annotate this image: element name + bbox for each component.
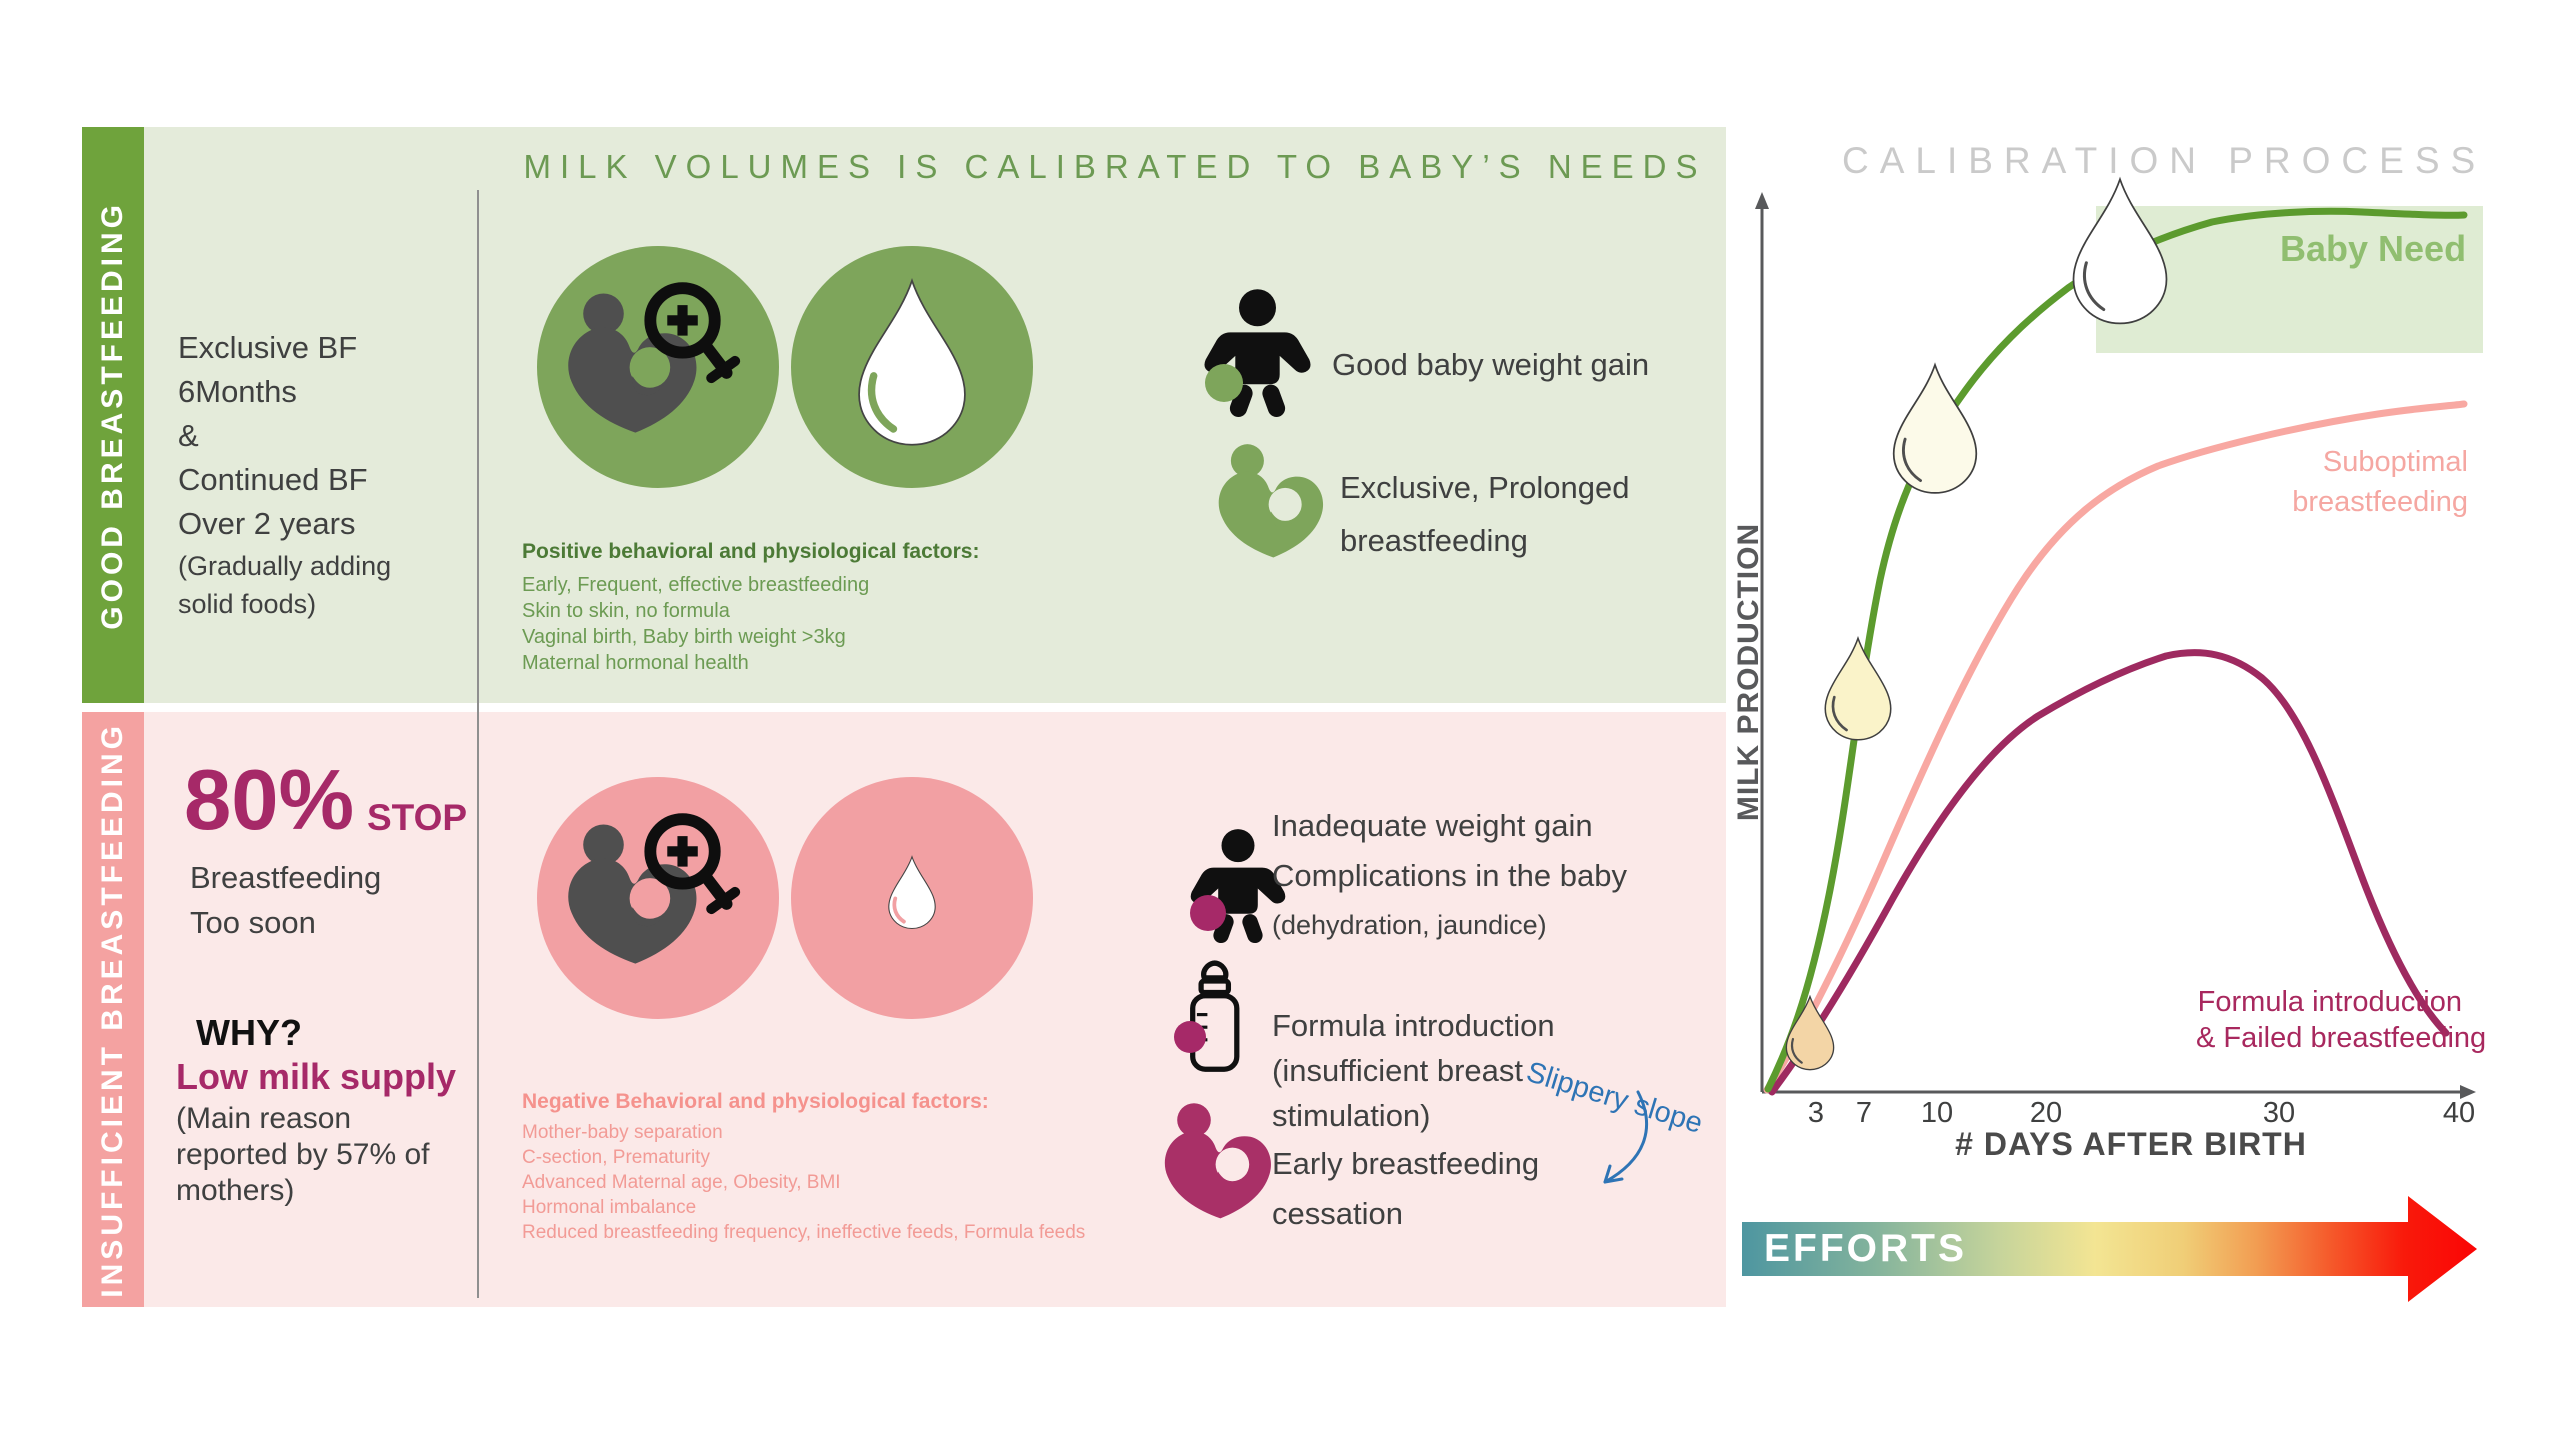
positive-factor: Skin to skin, no formula <box>522 600 730 622</box>
calibration-chart <box>1755 178 2483 1099</box>
bad-milk-drop-circle <box>791 777 1033 1019</box>
x-axis-arrowhead <box>2460 1085 2476 1099</box>
negative-factor: Advanced Maternal age, Obesity, BMI <box>522 1172 841 1193</box>
main-title: MILK VOLUMES IS CALIBRATED TO BABY’S NEE… <box>523 148 1707 185</box>
positive-factor: Maternal hormonal health <box>522 652 749 674</box>
bad-outcome-baby-line: Inadequate weight gain <box>1272 808 1593 843</box>
negative-factor: Hormonal imbalance <box>522 1197 697 1218</box>
stop-percentage: 80% <box>184 753 355 848</box>
formula-failed-label-line: & Failed breastfeeding <box>2196 1022 2487 1054</box>
efforts-arrow <box>1742 1196 2477 1302</box>
bad-outcome-baby-note: (dehydration, jaundice) <box>1272 910 1547 940</box>
milk-drop-day5 <box>1824 637 1892 741</box>
good-milk-drop-circle <box>791 246 1033 488</box>
x-tick-30: 30 <box>2262 1097 2296 1129</box>
x-tick-7: 7 <box>1855 1097 1873 1129</box>
milk-drop-day13 <box>2072 178 2168 325</box>
positive-factor: Early, Frequent, effective breastfeeding <box>522 574 870 596</box>
negative-factor: Mother-baby separation <box>522 1122 723 1143</box>
stat-desc-line: Breastfeeding <box>190 860 382 895</box>
bad-mother-circle <box>537 777 779 1019</box>
stop-word: STOP <box>367 797 468 838</box>
positive-factor: Vaginal birth, Baby birth weight >3kg <box>522 626 846 648</box>
breastfeeding-icon-green <box>1218 444 1324 558</box>
baby-icon-bad <box>1190 829 1286 946</box>
slippery-slope-arrow <box>1603 1090 1648 1184</box>
x-tick-40: 40 <box>2442 1097 2476 1129</box>
cause-note-line: (Main reason <box>176 1102 352 1135</box>
y-axis-arrowhead <box>1755 192 1769 209</box>
cause-note-line: mothers) <box>176 1174 295 1207</box>
good-mother-circle <box>537 246 779 488</box>
bad-outcome-formula-line: (insufficient breast <box>1272 1053 1523 1088</box>
good-duration-note: (Gradually adding <box>178 551 392 581</box>
cause-note-line: reported by 57% of <box>176 1138 430 1171</box>
good-outcome-weight: Good baby weight gain <box>1332 347 1650 382</box>
bad-outcome-formula-line: stimulation) <box>1272 1098 1431 1133</box>
sidebar-insufficient-breastfeeding: INSUFFICIENT BREASTFEEDING <box>82 712 144 1307</box>
good-duration-line: Continued BF <box>178 462 368 497</box>
negative-factor: Reduced breastfeeding frequency, ineffec… <box>522 1222 1086 1243</box>
x-tick-20: 20 <box>2029 1097 2063 1129</box>
baby-need-label: Baby Need <box>2280 228 2467 269</box>
formula-failed-label-line: Formula introduction <box>2197 986 2462 1018</box>
bottle-icon <box>1174 960 1240 1072</box>
good-duration-line: Over 2 years <box>178 506 356 541</box>
good-outcome-bf-line: breastfeeding <box>1340 523 1528 558</box>
stat-desc-line: Too soon <box>190 905 316 940</box>
why-heading: WHY? <box>196 1012 302 1053</box>
y-axis-label: MILK PRODUCTION <box>1732 522 1765 822</box>
sidebar-good-breastfeeding: GOOD BREASTFEEDING <box>82 127 144 703</box>
x-tick-10: 10 <box>1920 1097 1954 1129</box>
good-duration-line: 6Months <box>178 374 297 409</box>
good-duration-note: solid foods) <box>178 589 317 619</box>
good-outcome-bf-line: Exclusive, Prolonged <box>1340 470 1630 505</box>
baby-icon-good <box>1204 289 1311 420</box>
good-breastfeeding-curve <box>1764 207 2468 1093</box>
formula-failed-curve <box>1768 649 2450 1096</box>
low-milk-supply: Low milk supply <box>176 1056 457 1097</box>
milk-drop-day8 <box>1892 364 1978 494</box>
bad-outcome-cessation-line: cessation <box>1272 1196 1403 1231</box>
good-duration-line: & <box>178 418 199 453</box>
bad-outcome-baby-line: Complications in the baby <box>1272 858 1627 893</box>
negative-factors-heading: Negative Behavioral and physiological fa… <box>522 1090 989 1113</box>
good-duration-line: Exclusive BF <box>178 330 358 365</box>
positive-factors-heading: Positive behavioral and physiological fa… <box>522 540 980 563</box>
bad-outcome-formula-line: Formula introduction <box>1272 1008 1555 1043</box>
x-axis-label: # DAYS AFTER BIRTH <box>1955 1126 2307 1162</box>
suboptimal-label-line: breastfeeding <box>2292 486 2468 518</box>
breastfeeding-icon-magenta <box>1164 1103 1271 1219</box>
negative-factor: C-section, Prematurity <box>522 1147 710 1168</box>
suboptimal-label-line: Suboptimal <box>2322 446 2468 478</box>
bad-outcome-cessation-line: Early breastfeeding <box>1272 1146 1540 1181</box>
chart-axes <box>1760 205 2462 1094</box>
efforts-label: EFFORTS <box>1764 1227 1967 1270</box>
chart-title: CALIBRATION PROCESS <box>1842 140 2487 181</box>
x-tick-3: 3 <box>1807 1097 1825 1129</box>
suboptimal-curve <box>1763 400 2468 1094</box>
